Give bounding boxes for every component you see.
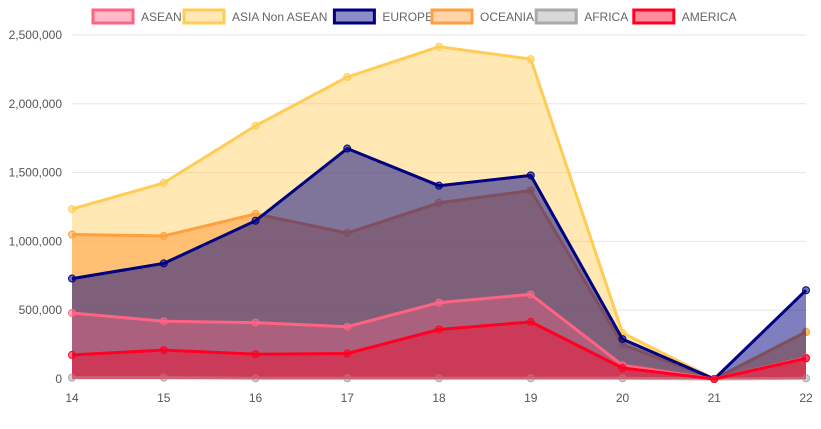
legend-label-america: AMERICA	[682, 10, 737, 24]
legend-swatch-africa	[534, 8, 578, 25]
data-point-europe	[618, 335, 627, 344]
data-point-asia-non-asean	[68, 205, 76, 214]
legend-label-asean: ASEAN	[141, 10, 182, 24]
data-point-america	[802, 354, 810, 363]
data-point-asia-non-asean	[526, 55, 535, 64]
data-point-europe	[343, 144, 352, 153]
data-point-africa	[802, 374, 810, 383]
x-tick-label: 17	[341, 391, 355, 405]
data-point-america	[435, 325, 443, 334]
data-point-europe	[526, 171, 535, 180]
data-point-america	[343, 349, 352, 358]
data-point-america	[68, 350, 76, 359]
data-point-asia-non-asean	[159, 178, 168, 187]
x-tick-label: 19	[524, 391, 538, 405]
legend-label-europe: EUROPE	[382, 10, 433, 24]
data-point-asia-non-asean	[343, 72, 352, 81]
legend-swatch-america	[632, 8, 676, 25]
data-point-africa	[618, 374, 627, 383]
legend-swatch-asia-non-asean	[182, 8, 226, 25]
data-point-america	[159, 346, 168, 355]
data-point-africa	[435, 374, 443, 383]
x-tick-label: 14	[65, 391, 79, 405]
legend-label-asia-non-asean: ASIA Non ASEAN	[232, 10, 327, 24]
data-point-africa	[68, 373, 76, 382]
y-tick-label: 1,000,000	[9, 234, 63, 248]
data-point-oceania	[251, 209, 260, 218]
data-point-europe	[159, 259, 168, 268]
data-point-america	[618, 363, 627, 372]
x-tick-label: 21	[708, 391, 722, 405]
data-point-america	[251, 350, 260, 359]
data-point-asean	[251, 318, 260, 327]
data-point-europe	[68, 274, 76, 283]
data-point-asean	[343, 322, 352, 331]
data-point-oceania	[159, 231, 168, 240]
y-tick-label: 500,000	[19, 303, 63, 317]
y-tick-label: 1,500,000	[9, 166, 63, 180]
y-tick-label: 2,000,000	[9, 97, 63, 111]
data-point-africa	[526, 374, 535, 383]
legend-swatch-asean	[91, 8, 135, 25]
data-point-asean	[68, 308, 76, 317]
x-tick-label: 20	[616, 391, 630, 405]
x-tick-label: 15	[157, 391, 171, 405]
data-point-asia-non-asean	[251, 121, 260, 130]
legend-label-africa: AFRICA	[584, 10, 628, 24]
legend-label-oceania: OCEANIA	[480, 10, 534, 24]
data-point-asean	[435, 298, 443, 307]
data-point-europe	[802, 286, 810, 295]
series-area-america	[72, 321, 806, 379]
data-point-africa	[251, 374, 260, 383]
legend-swatch-europe	[332, 8, 376, 25]
data-point-america	[526, 317, 535, 326]
data-point-asean	[159, 317, 168, 326]
data-point-europe	[251, 216, 260, 225]
data-point-europe	[435, 181, 443, 190]
y-tick-label: 2,500,000	[9, 28, 63, 42]
data-point-africa	[343, 374, 352, 383]
y-tick-label: 0	[55, 372, 62, 386]
legend-swatch-oceania	[430, 8, 474, 25]
data-point-asia-non-asean	[435, 42, 443, 51]
data-point-oceania	[68, 230, 76, 239]
data-point-africa	[159, 373, 168, 382]
x-tick-label: 16	[249, 391, 263, 405]
x-tick-label: 22	[799, 391, 813, 405]
data-point-america	[710, 375, 719, 383]
x-tick-label: 18	[432, 391, 446, 405]
data-point-asean	[526, 290, 535, 299]
